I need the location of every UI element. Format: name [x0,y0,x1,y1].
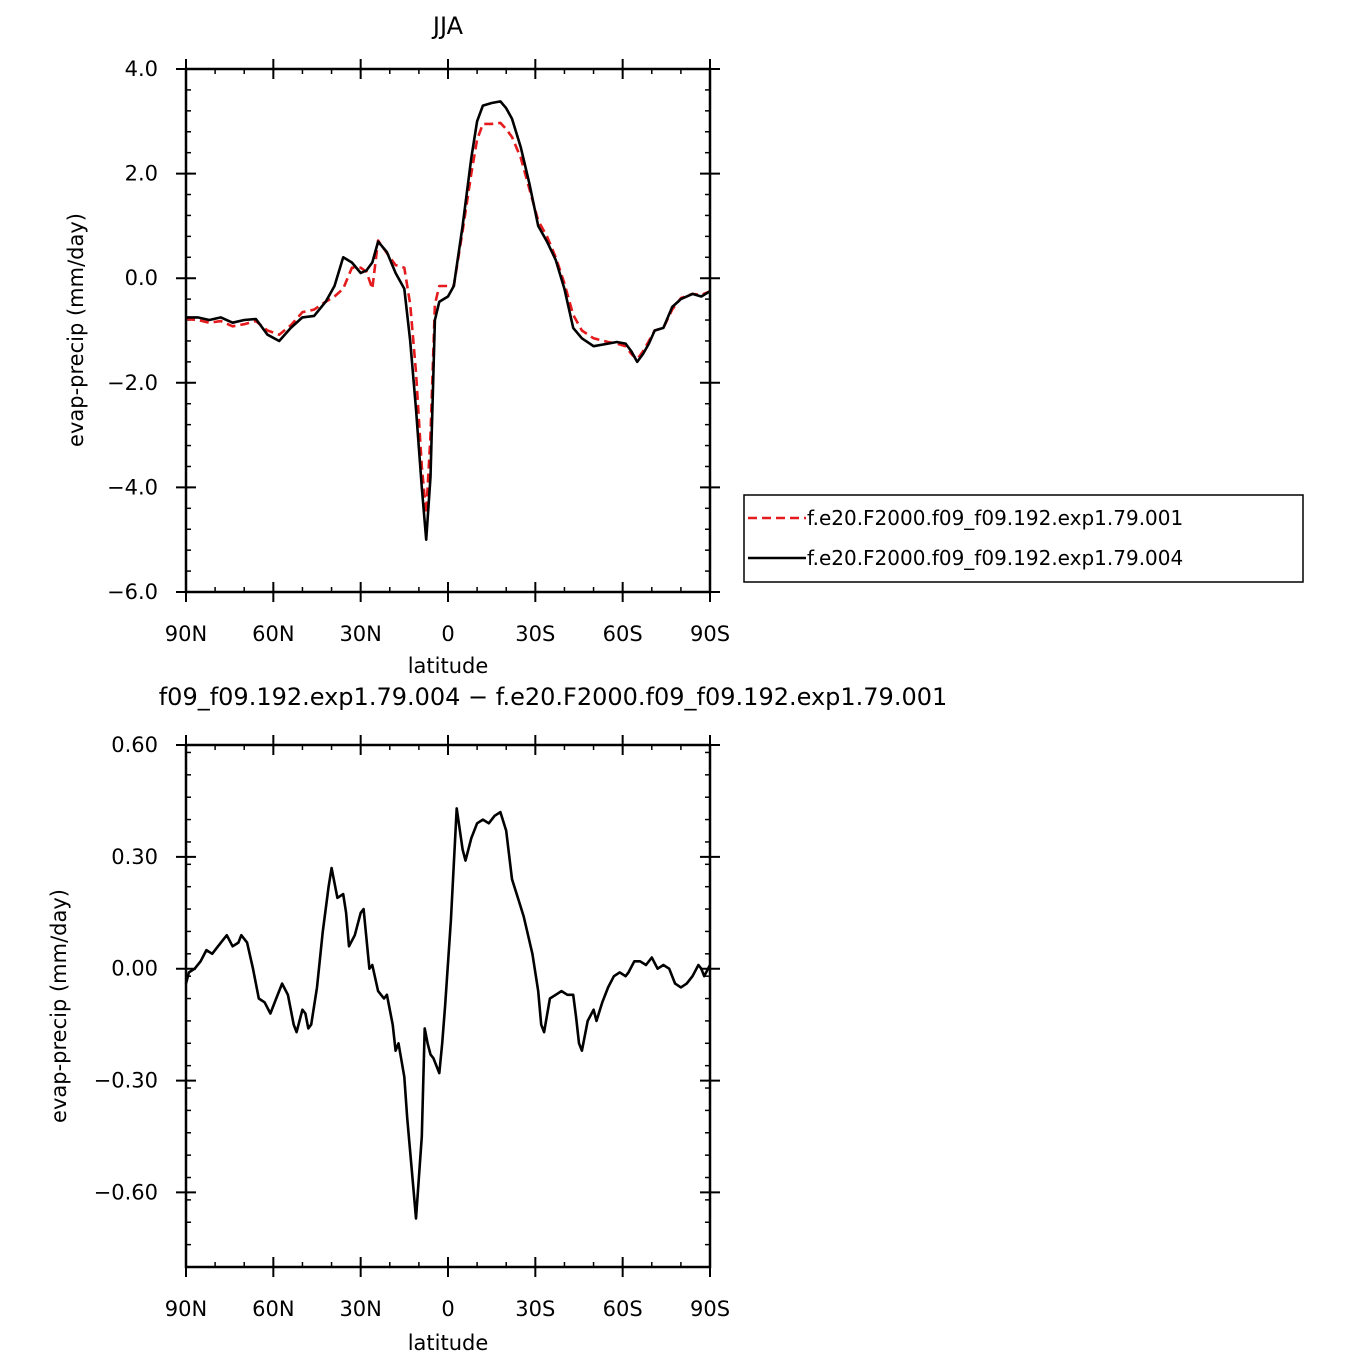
legend-box [743,494,1304,583]
top-xtick-label: 0 [441,622,454,646]
bottom-series-line-0 [184,807,712,1220]
bottom-xtick-label: 30N [339,1297,381,1321]
top-xtick-label: 60S [603,622,643,646]
top-panel-ticks [176,59,720,602]
bottom-panel-xlabel: latitude [408,1331,489,1355]
bottom-panel-frame [184,743,712,1269]
top-ytick-label: 0.0 [125,266,158,290]
top-panel-xlabel: latitude [408,654,489,678]
top-ytick-label: −6.0 [107,580,158,604]
bottom-ytick-label: −0.30 [94,1069,158,1093]
bottom-panel-ylabel: evap-precip (mm/day) [47,889,71,1123]
top-panel-frame [184,67,712,594]
top-xtick-label: 90S [690,622,730,646]
bottom-xtick-label: 0 [441,1297,454,1321]
top-ytick-label: 4.0 [125,57,158,81]
top-panel-title: JJA [431,12,464,40]
bottom-panel-series [184,807,712,1220]
bottom-panel-ticks [176,735,720,1277]
bottom-xtick-label: 90N [165,1297,207,1321]
bottom-xtick-label: 90S [690,1297,730,1321]
bottom-xtick-label: 60S [603,1297,643,1321]
bottom-xtick-label: 60N [252,1297,294,1321]
bottom-panel: f09_f09.192.exp1.79.004 − f.e20.F2000.f0… [47,683,947,1355]
top-xtick-label: 90N [165,622,207,646]
legend: f.e20.F2000.f09_f09.192.exp1.79.001 f.e2… [743,494,1304,583]
top-series-line-1 [186,100,711,541]
top-panel-tick-labels: 4.0 2.0 0.0 −2.0 −4.0 −6.0 90N 60N 30N 0 30S 60S 90S [107,57,730,646]
top-ytick-label: −4.0 [107,475,158,499]
top-ytick-label: 2.0 [125,162,158,186]
bottom-ytick-label: 0.30 [111,845,158,869]
top-panel-ylabel: evap-precip (mm/day) [64,213,88,447]
top-xtick-label: 30S [515,622,555,646]
top-series-line-0 [185,121,711,515]
top-xtick-label: 30N [339,622,381,646]
top-panel: JJA 4.0 2.0 0.0 −2.0 −4.0 −6.0 90N 60N 30N 0 30S 60… [64,12,730,678]
top-xtick-label: 60N [252,622,294,646]
bottom-panel-title: f09_f09.192.exp1.79.004 − f.e20.F2000.f0… [159,683,948,711]
top-panel-series [185,100,711,541]
bottom-panel-tick-labels: 0.60 0.30 0.00 −0.30 −0.60 90N 60N 30N 0 30S 60S 90… [94,733,730,1321]
bottom-ytick-label: 0.60 [111,733,158,757]
top-ytick-label: −2.0 [107,371,158,395]
legend-label-004: f.e20.F2000.f09_f09.192.exp1.79.004 [807,546,1183,570]
bottom-xtick-label: 30S [515,1297,555,1321]
bottom-ytick-label: 0.00 [111,957,158,981]
bottom-ytick-label: −0.60 [94,1180,158,1204]
legend-label-001: f.e20.F2000.f09_f09.192.exp1.79.001 [807,506,1183,530]
